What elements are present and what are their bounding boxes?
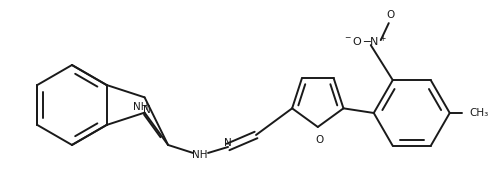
- Text: N: N: [224, 138, 232, 148]
- Text: NH: NH: [192, 150, 208, 160]
- Text: $^-$O: $^-$O: [343, 35, 363, 47]
- Text: O: O: [316, 135, 324, 145]
- Text: O: O: [387, 10, 395, 20]
- Text: CH₃: CH₃: [470, 108, 489, 118]
- Text: N: N: [142, 105, 150, 115]
- Text: NH: NH: [133, 102, 148, 112]
- Text: ─N$^+$: ─N$^+$: [362, 33, 387, 49]
